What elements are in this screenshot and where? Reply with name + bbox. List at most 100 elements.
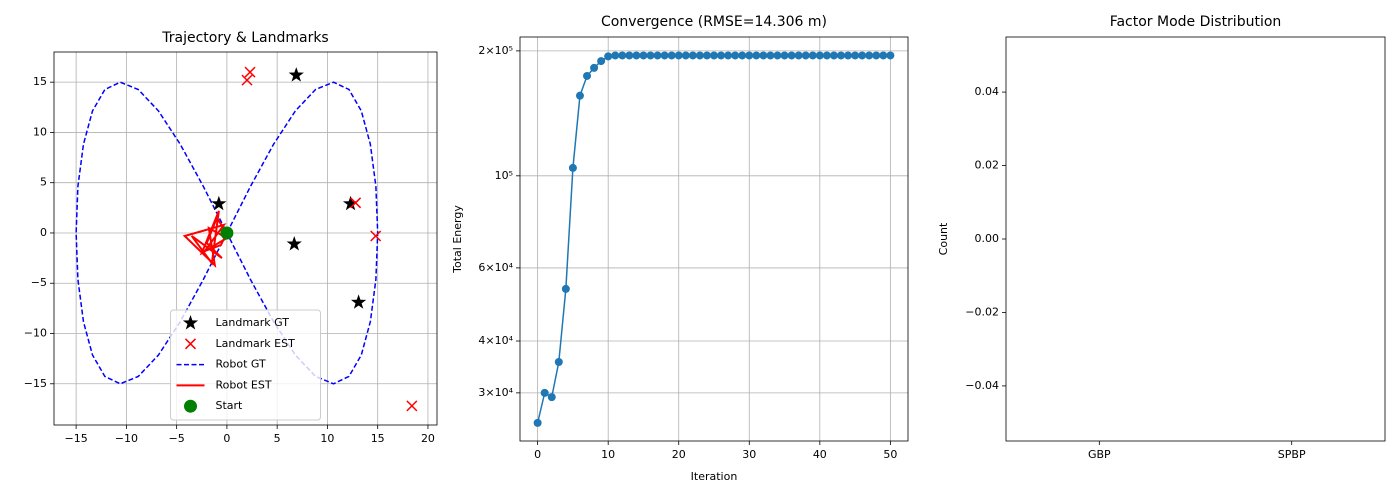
legend-label: Landmark EST xyxy=(216,337,296,350)
point xyxy=(611,51,620,60)
point xyxy=(533,418,542,427)
point xyxy=(604,52,613,61)
point xyxy=(851,51,860,60)
legend-handle xyxy=(184,399,197,413)
y-tick-label: 4×10⁴ xyxy=(478,334,513,347)
x-tick-label: SPBP xyxy=(1278,448,1306,461)
x-marker xyxy=(241,74,253,86)
x-tick-label: 10 xyxy=(601,448,615,461)
x-tick-label: 0 xyxy=(223,432,230,445)
point xyxy=(632,51,641,60)
chart-title: Trajectory & Landmarks xyxy=(161,30,328,46)
point xyxy=(575,91,584,100)
point xyxy=(844,51,853,60)
point xyxy=(618,51,627,60)
x-tick-label: −15 xyxy=(65,432,88,445)
axes-frame xyxy=(1005,36,1386,442)
point xyxy=(681,51,690,60)
point xyxy=(625,51,634,60)
point xyxy=(865,51,874,60)
point xyxy=(780,51,789,60)
point xyxy=(858,51,867,60)
line xyxy=(182,210,229,268)
point xyxy=(568,163,577,172)
y-axis-label: Total Energy xyxy=(451,205,464,274)
point xyxy=(688,51,697,60)
star-marker xyxy=(211,195,227,211)
point xyxy=(738,51,747,60)
point xyxy=(759,51,768,60)
marks xyxy=(533,51,895,427)
point xyxy=(646,51,655,60)
point xyxy=(674,51,683,60)
y-tick-label: −0.02 xyxy=(965,305,999,318)
legend-label: Landmark GT xyxy=(216,316,290,329)
point xyxy=(590,63,599,72)
y-tick-label: 15 xyxy=(33,75,47,88)
y-tick-label: 2×10⁵ xyxy=(478,44,513,57)
x-tick-label: 40 xyxy=(813,448,827,461)
y-tick-label: 3×10⁴ xyxy=(478,386,513,399)
point xyxy=(745,51,754,60)
x-marker xyxy=(350,197,362,209)
point xyxy=(886,51,895,60)
point xyxy=(702,51,711,60)
point xyxy=(829,51,838,60)
line xyxy=(536,54,891,424)
y-tick-label: −15 xyxy=(24,377,47,390)
x-axis-label: Iteration xyxy=(691,470,738,483)
axes-frame xyxy=(519,36,909,442)
point xyxy=(801,51,810,60)
y-tick-label: 10 xyxy=(33,125,47,138)
chart-title: Convergence (RMSE=14.306 m) xyxy=(601,14,827,30)
legend-handle xyxy=(182,315,199,330)
legend-label: Robot GT xyxy=(216,358,267,371)
x-tick-label: 50 xyxy=(883,448,897,461)
x-marker xyxy=(406,400,418,412)
y-tick-label: 0.02 xyxy=(975,159,1000,172)
legend-label: Robot EST xyxy=(216,378,272,391)
point xyxy=(794,51,803,60)
y-tick-label: −10 xyxy=(24,327,47,340)
y-tick-label: 6×10⁴ xyxy=(478,261,513,274)
point xyxy=(695,51,704,60)
y-tick-label: −5 xyxy=(31,276,47,289)
point xyxy=(731,51,740,60)
point xyxy=(639,51,648,60)
circle-marker xyxy=(220,226,234,240)
chart-title: Factor Mode Distribution xyxy=(1110,14,1282,30)
x-tick-label: 10 xyxy=(320,432,334,445)
marks xyxy=(75,66,418,412)
point xyxy=(597,57,606,66)
x-tick-label: 20 xyxy=(672,448,686,461)
x-tick-label: 5 xyxy=(274,432,281,445)
point xyxy=(822,51,831,60)
y-tick-label: 5 xyxy=(40,176,47,189)
point xyxy=(660,51,669,60)
point xyxy=(752,51,761,60)
x-tick-label: −5 xyxy=(169,432,185,445)
x-marker xyxy=(244,66,256,78)
x-tick-label: −10 xyxy=(115,432,138,445)
x-tick-label: 20 xyxy=(421,432,435,445)
point xyxy=(717,51,726,60)
point xyxy=(667,51,676,60)
legend-label: Start xyxy=(216,399,244,412)
y-tick-label: 0.04 xyxy=(975,85,1000,98)
star-marker xyxy=(288,67,304,82)
y-tick-label: 0 xyxy=(40,226,47,239)
point xyxy=(547,393,556,402)
point xyxy=(724,51,733,60)
point xyxy=(766,51,775,60)
point xyxy=(773,51,782,60)
point xyxy=(836,51,845,60)
point xyxy=(561,284,570,293)
y-axis-label: Count xyxy=(937,222,950,255)
y-tick-label: −0.04 xyxy=(965,379,999,392)
legend-box xyxy=(170,309,321,421)
point xyxy=(710,51,718,60)
point xyxy=(879,51,888,60)
point xyxy=(872,51,881,60)
x-tick-label: 15 xyxy=(371,432,385,445)
